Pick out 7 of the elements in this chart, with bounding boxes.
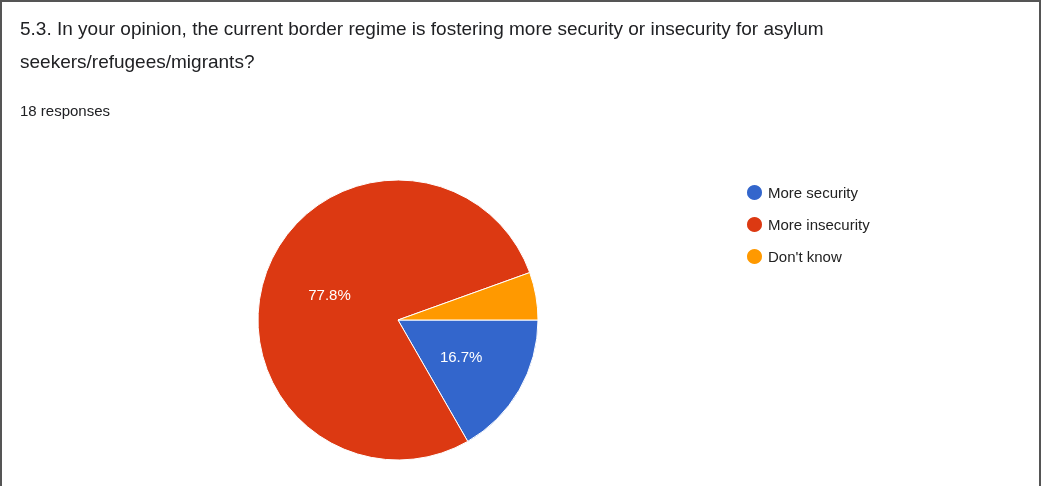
text: 18 responses: [20, 102, 111, 119]
data-label: 77.8%: [308, 286, 351, 304]
legend-label: Don't know: [768, 248, 842, 265]
legend-label: More security: [768, 184, 859, 201]
legend-label: More insecurity: [768, 216, 871, 233]
chart-title: 5.3. In your opinion, the current border regime is fostering more security or insecurity for asylum seekers/refugees/migrants?: [20, 17, 825, 74]
data-label: 16.7%: [439, 348, 483, 366]
